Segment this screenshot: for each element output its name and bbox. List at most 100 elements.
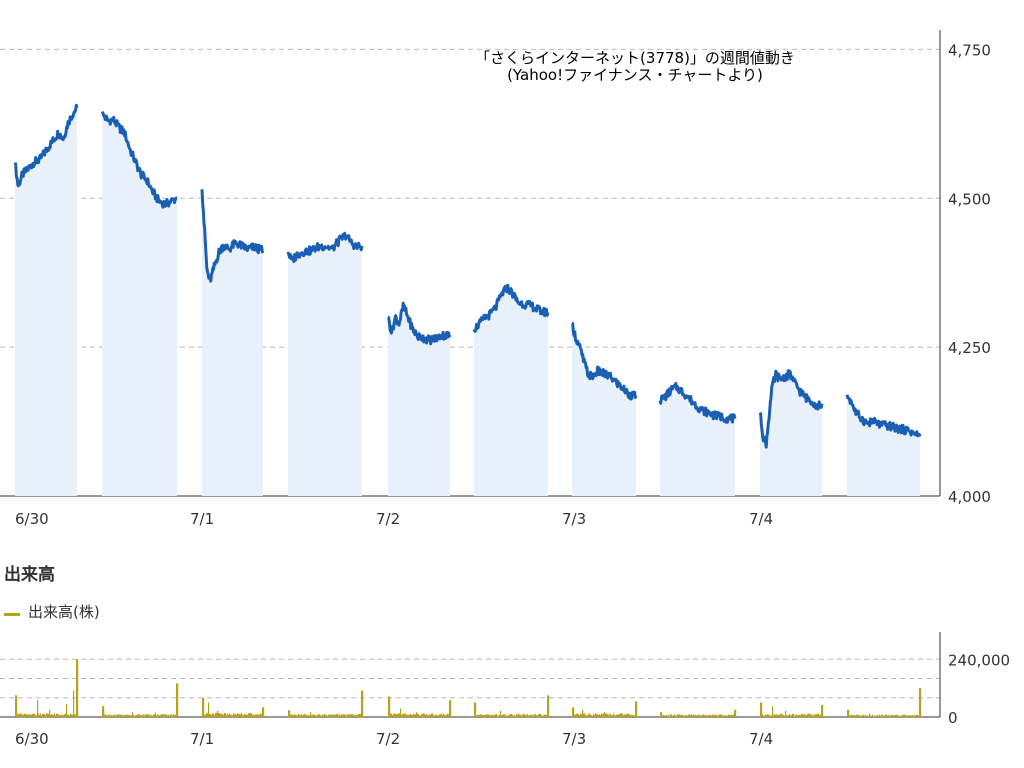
volume-bar — [479, 714, 481, 717]
volume-bar — [409, 714, 411, 717]
volume-bar — [247, 714, 249, 717]
volume-legend[interactable]: 出来高(株) — [4, 601, 100, 622]
volume-bar — [23, 714, 25, 717]
volume-bar — [430, 714, 432, 717]
volume-bar — [799, 714, 801, 717]
volume-bar — [905, 715, 907, 717]
volume-bar — [435, 714, 437, 717]
volume-bar — [798, 714, 800, 717]
volume-bar — [810, 714, 812, 717]
volume-bar — [712, 714, 714, 717]
volume-bar — [392, 715, 394, 717]
volume-bar — [157, 714, 159, 717]
volume-bar — [227, 713, 229, 717]
volume-bar — [41, 715, 43, 717]
volume-bar — [112, 715, 114, 717]
volume-bar — [732, 715, 734, 717]
volume-bar — [425, 714, 427, 717]
volume-bar — [24, 713, 26, 717]
volume-bar — [484, 715, 486, 717]
volume-bar — [521, 714, 523, 717]
volume-bar — [714, 714, 716, 717]
volume-bar — [289, 710, 291, 717]
volume-bar — [782, 715, 784, 717]
volume-bar — [778, 714, 780, 717]
volume-bar — [866, 715, 868, 717]
volume-bar — [328, 715, 330, 717]
volume-bar — [849, 715, 851, 717]
volume-bar — [407, 714, 409, 717]
volume-bar — [162, 713, 164, 717]
volume-bar — [243, 715, 245, 717]
volume-bar — [139, 714, 141, 717]
volume-bar — [683, 715, 685, 717]
volume-bar — [672, 715, 674, 717]
price-areas — [15, 105, 920, 497]
volume-bar — [232, 715, 234, 717]
volume-bar — [497, 715, 499, 717]
volume-bar — [37, 700, 39, 717]
price-line-7-3-am — [571, 321, 638, 401]
price-line-7-2-pm — [472, 283, 550, 333]
volume-bar — [495, 714, 497, 717]
volume-bar — [623, 715, 625, 717]
volume-bar — [480, 714, 482, 717]
volume-bar — [262, 707, 264, 717]
volume-bar — [577, 713, 579, 717]
volume-bar — [511, 713, 513, 717]
volume-bar — [318, 714, 320, 717]
volume-bar — [225, 713, 227, 717]
volume-bar — [138, 714, 140, 717]
volume-bar — [574, 715, 576, 717]
volume-bar — [864, 715, 866, 717]
volume-bar — [474, 702, 476, 717]
volume-bar — [696, 715, 698, 717]
volume-bar — [508, 715, 510, 717]
volume-bar — [581, 714, 583, 717]
volume-bar — [871, 715, 873, 717]
volume-bar — [220, 713, 222, 717]
volume-bar — [713, 715, 715, 717]
volume-bar — [865, 714, 867, 717]
volume-x-axis: 6/30 7/1 7/2 7/3 7/4 — [15, 730, 773, 748]
volume-bar — [854, 714, 856, 717]
volume-bar — [667, 715, 669, 717]
volume-bar — [809, 713, 811, 717]
volume-bar — [45, 715, 47, 717]
volume-bar — [688, 714, 690, 717]
volume-bar — [540, 713, 542, 717]
volume-bar — [390, 713, 392, 717]
volume-bar — [695, 714, 697, 717]
volume-bar — [316, 715, 318, 717]
volume-bar — [817, 713, 819, 717]
price-area-7-1-pm — [288, 233, 362, 496]
volume-bar — [610, 714, 612, 717]
volume-bar — [170, 714, 172, 717]
volume-bar — [297, 715, 299, 717]
volume-bar — [121, 714, 123, 717]
volume-bar — [20, 713, 22, 717]
volume-bar — [597, 714, 599, 717]
volume-bar — [509, 714, 511, 717]
volume-bar — [783, 714, 785, 717]
volume-bar — [814, 715, 816, 717]
volume-bar — [670, 714, 672, 717]
volume-bar — [901, 715, 903, 717]
volume-session-7-3-pm — [660, 709, 737, 717]
volume-bar — [919, 688, 921, 717]
volume-bar — [613, 713, 615, 717]
volume-bar — [779, 715, 781, 717]
volume-heading: 出来高 — [4, 565, 55, 585]
volume-bar — [106, 715, 108, 717]
volume-bar — [767, 714, 769, 717]
volume-bar — [875, 715, 877, 717]
volume-bar — [204, 714, 206, 717]
volume-bar — [917, 714, 919, 717]
price-area-7-2-am — [388, 303, 450, 496]
volume-bar — [781, 713, 783, 717]
volume-bar — [910, 715, 912, 717]
volume-bar — [490, 715, 492, 717]
volume-bar — [303, 714, 305, 717]
volume-bar — [530, 715, 532, 717]
volume-bar — [36, 715, 38, 717]
